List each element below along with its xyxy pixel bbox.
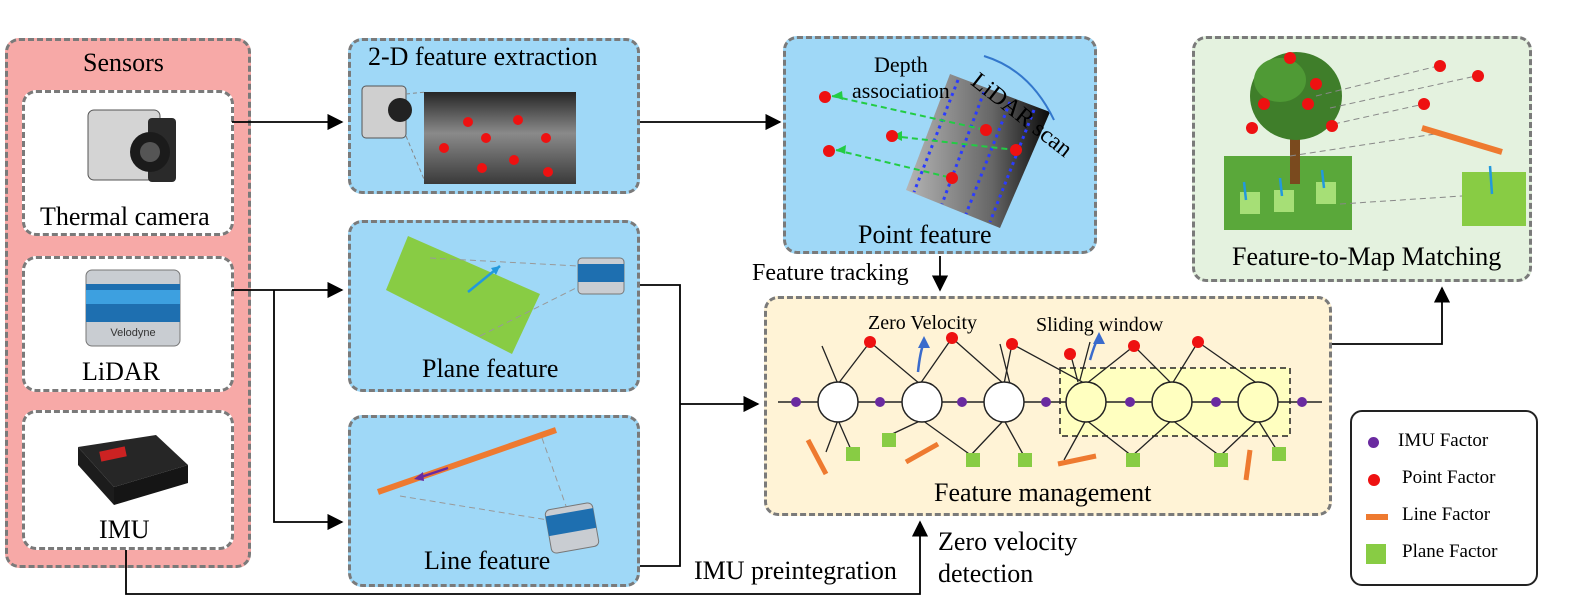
thermal-camera-label: Thermal camera (40, 202, 210, 231)
point-feature-label: Point feature (858, 220, 992, 249)
legend-label: IMU Factor (1398, 430, 1489, 451)
feature-extraction-title: 2-D feature extraction (368, 42, 598, 71)
legend-label: Plane Factor (1402, 541, 1498, 562)
feature-management-label: Feature management (934, 478, 1152, 507)
line-factor-marker (1366, 514, 1388, 520)
line-feature-label: Line feature (424, 546, 551, 575)
legend-label: Line Factor (1402, 504, 1491, 525)
feature-to-map-label: Feature-to-Map Matching (1232, 242, 1502, 271)
legend-item-imu: IMU Factor (1352, 430, 1538, 456)
imu-preintegration-label: IMU preintegration (694, 556, 897, 585)
imu-factor-marker (1368, 437, 1379, 448)
depth-association-label: Depth association (852, 52, 950, 103)
point-factor-marker (1368, 474, 1380, 486)
legend: IMU Factor Point Factor Line Factor Plan… (1350, 410, 1538, 586)
imu-label: IMU (99, 515, 150, 544)
legend-item-plane: Plane Factor (1352, 541, 1538, 567)
sliding-window-label: Sliding window (1036, 314, 1164, 336)
legend-label: Point Factor (1402, 467, 1496, 488)
plane-feature-label: Plane feature (422, 354, 559, 383)
feature-tracking-label: Feature tracking (752, 260, 909, 286)
legend-item-point: Point Factor (1352, 467, 1538, 493)
zero-velocity-detection-label: Zero velocity detection (938, 527, 1078, 588)
sensors-title: Sensors (83, 48, 164, 77)
lidar-label: LiDAR (82, 357, 160, 386)
zero-velocity-label: Zero Velocity (868, 312, 978, 334)
plane-factor-marker (1366, 544, 1386, 564)
legend-item-line: Line Factor (1352, 504, 1538, 530)
